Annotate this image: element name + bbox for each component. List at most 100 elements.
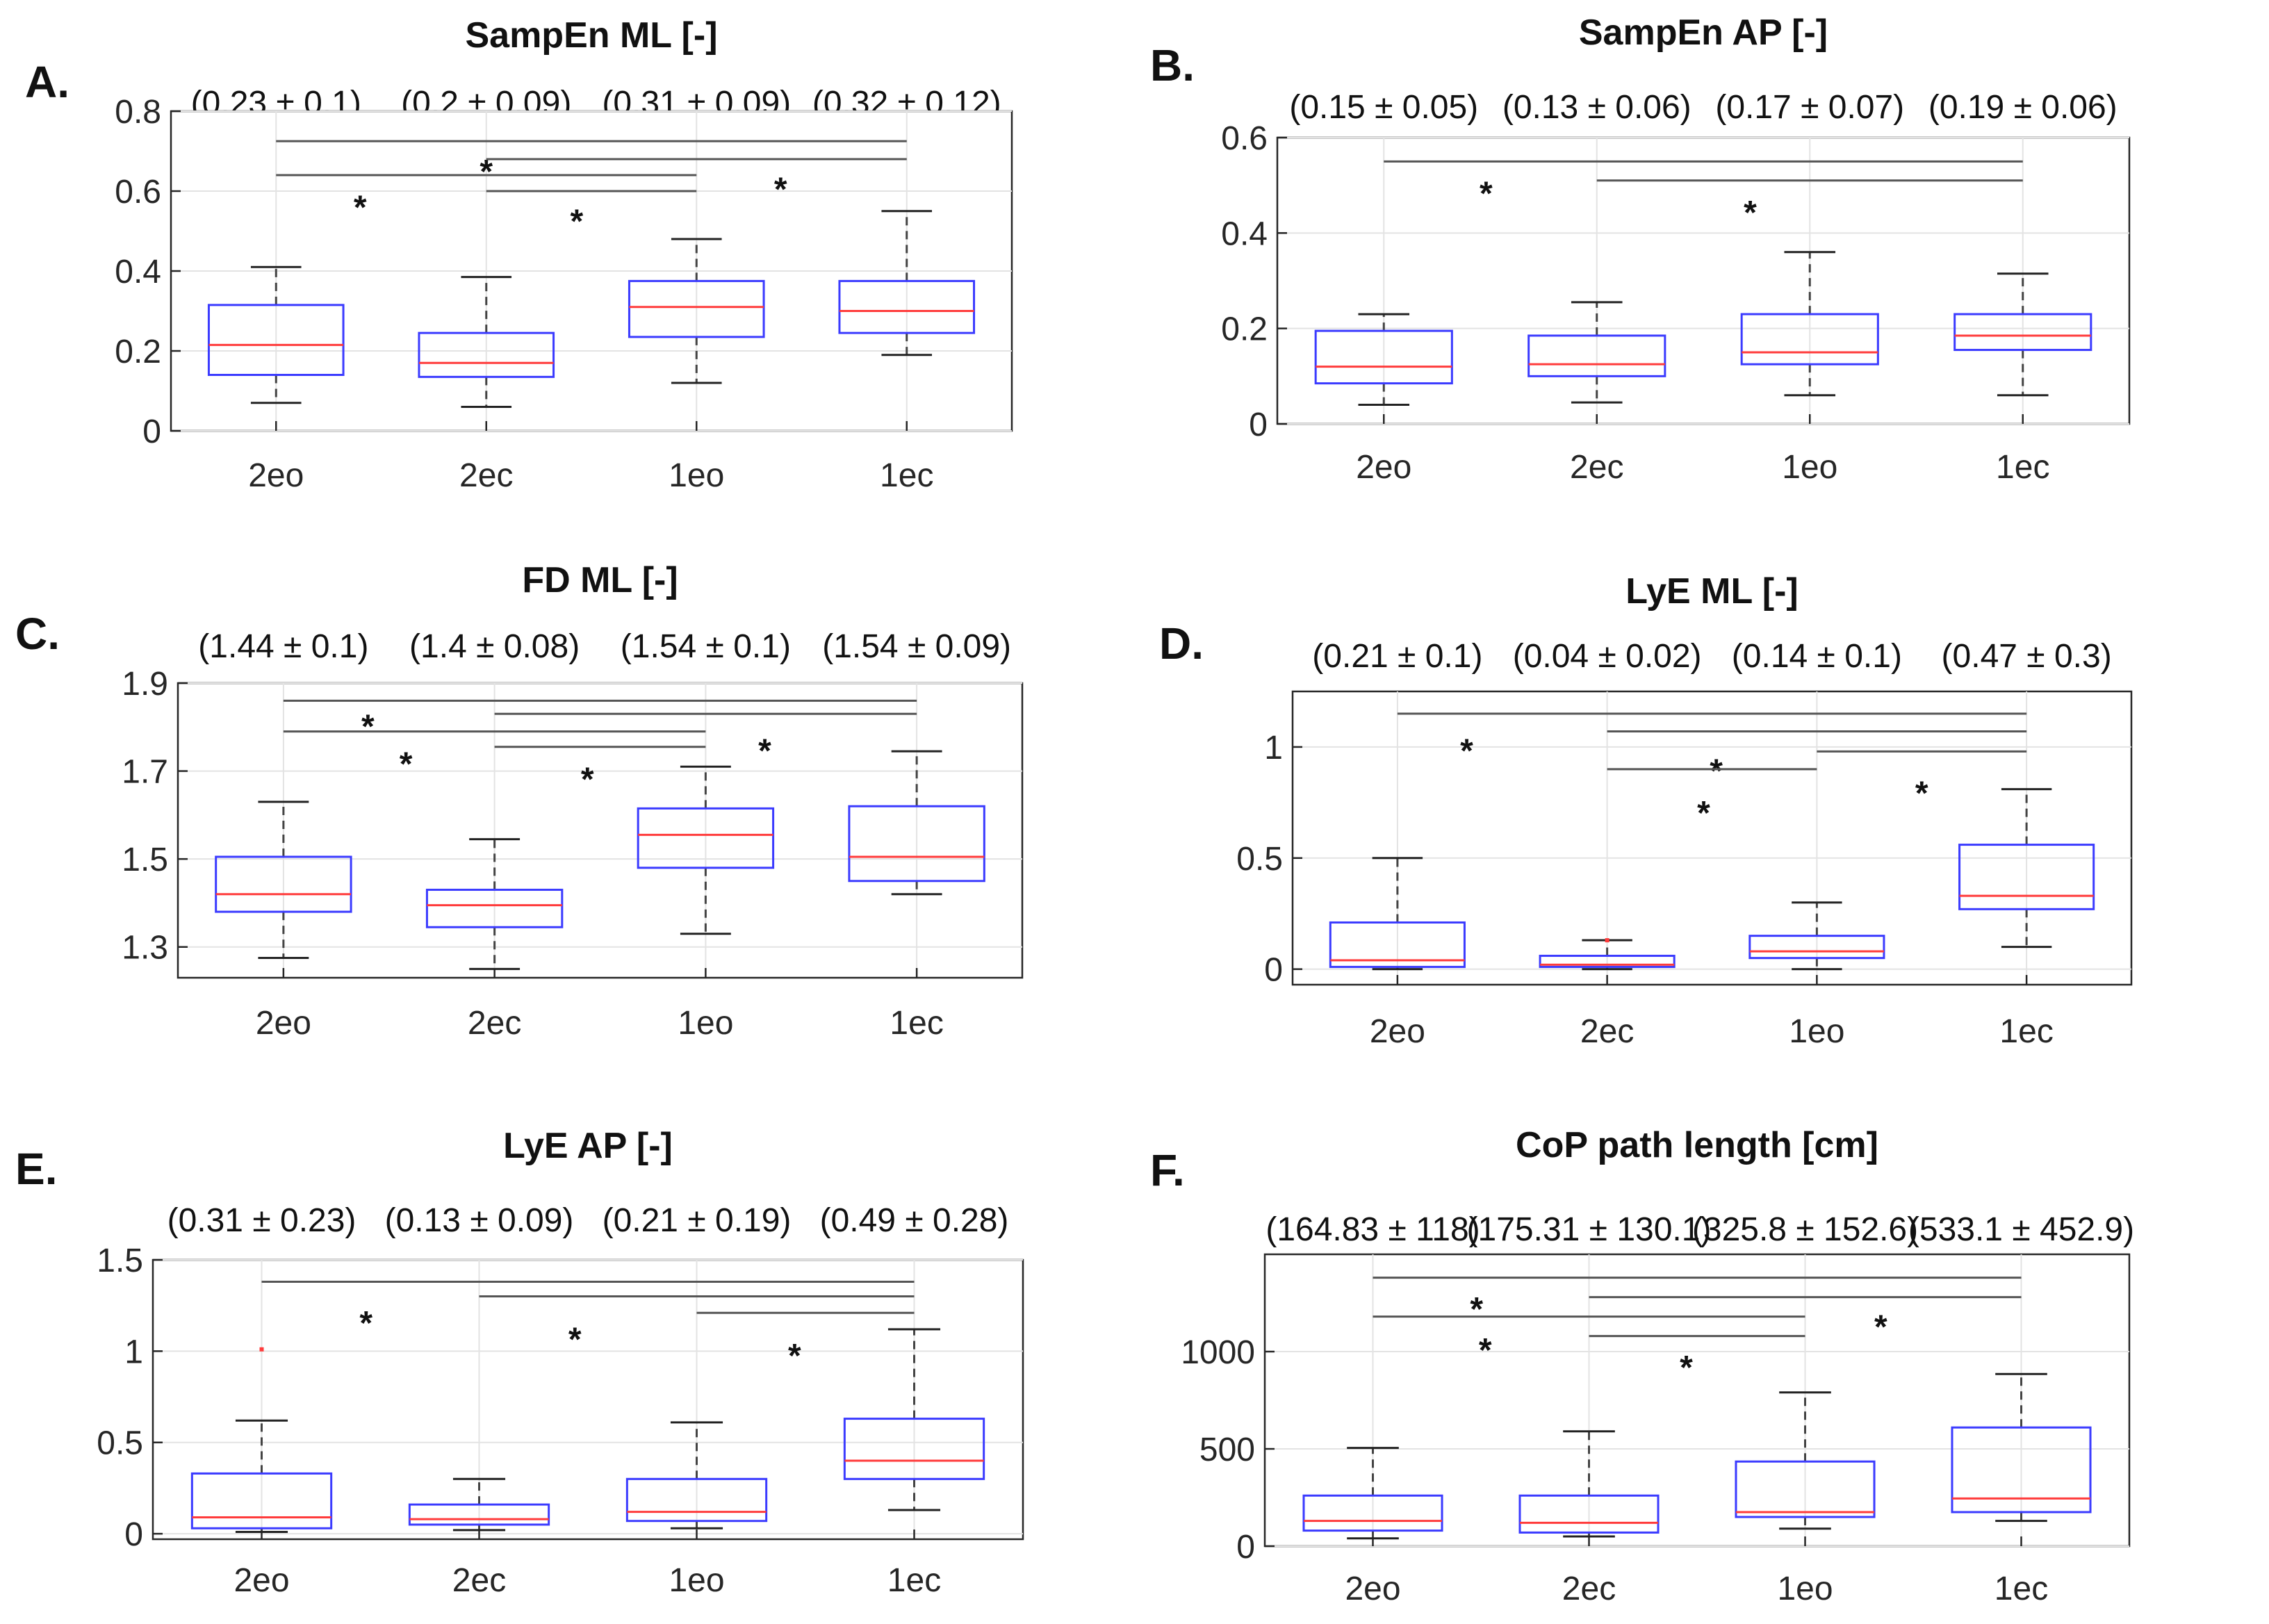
iqr-box [1748,935,1885,960]
significance-star: * [758,732,771,769]
panel-label: D. [1159,618,1204,669]
stat-label: (0.21 ± 0.19) [603,1202,792,1239]
x-tick-label: 2eo [234,1562,289,1599]
box-2eo [215,801,352,960]
box-1ec [848,750,985,896]
stat-label: (0.31 ± 0.23) [167,1202,357,1239]
x-tick-label: 2eo [1370,1013,1425,1050]
y-tick-label: 1.5 [122,842,168,878]
iqr-box [1314,329,1453,385]
box-2ec [1518,1430,1660,1538]
stat-label: (0.14 ± 0.1) [1732,638,1902,675]
y-tick-label: 0.6 [1221,120,1268,157]
significance-star: * [1470,1291,1483,1328]
y-tick-label: 0.2 [115,334,161,370]
significance-star: * [480,154,493,190]
stat-label: (0.19 ± 0.06) [1928,89,2118,126]
panel-title: SampEn ML [-] [465,15,717,56]
x-tick-label: 1ec [890,1005,943,1042]
box-2ec [418,276,555,408]
x-tick-label: 2ec [452,1562,506,1599]
stat-label: (1.4 ± 0.08) [409,628,580,665]
iqr-box [625,1477,768,1523]
x-tick-label: 1ec [880,457,933,494]
iqr-box [1518,1494,1660,1534]
panel-f: F. CoP path length [cm] (164.83 ± 118)(175… [1150,1125,2134,1607]
iqr-box [843,1418,985,1480]
x-tick-label: 1ec [1996,449,2049,486]
y-tick-label: 0.8 [115,94,161,131]
iqr-box [425,888,564,928]
stat-label: (175.31 ± 130.1) [1467,1211,1712,1248]
panel-e: E. LyE AP [-] (0.31 ± 0.23) (0.13 ± 0.09) (0… [15,1126,1024,1599]
y-tick-label: 0 [1264,952,1283,989]
panel-label: C. [15,609,60,659]
box-1eo [628,238,765,384]
box-1ec [1951,1372,2092,1523]
box-1ec [838,210,976,356]
iqr-box [190,1472,333,1529]
panel-d: D. LyE ML [-] (0.21 ± 0.1) (0.04 ± 0.02) (0.… [1159,571,2133,1050]
panel-title: FD ML [-] [522,560,678,600]
axes-box [1291,690,2133,986]
axes-box [1276,136,2131,425]
box-1ec [843,1328,985,1511]
outlier-point [1605,938,1609,943]
iqr-box [215,855,352,913]
panel-label: A. [25,57,69,107]
x-tick-label: 2eo [256,1005,311,1042]
significance-star: * [1744,195,1757,231]
significance-star: * [788,1338,801,1375]
significance-star: * [1874,1309,1887,1345]
x-tick-label: 1eo [669,457,724,494]
y-tick-label: 1 [124,1334,143,1370]
box-1eo [1748,901,1885,971]
iqr-box [848,805,985,883]
y-tick-label: 0 [1236,1529,1255,1566]
iqr-box [628,279,765,338]
significance-star: * [359,1305,372,1342]
box-2eo [1314,313,1453,407]
panel-label: B. [1150,40,1195,90]
iqr-box [408,1503,550,1526]
y-tick-label: 0.4 [1221,215,1268,252]
box-1eo [637,765,775,935]
x-tick-label: 1ec [1994,1570,2048,1607]
box-1eo [625,1421,768,1529]
iqr-box [1329,921,1466,968]
panel-title: LyE AP [-] [503,1126,673,1166]
iqr-box [207,304,345,376]
x-tick-label: 2ec [468,1005,521,1042]
panel-title: CoP path length [cm] [1516,1125,1878,1165]
y-tick-label: 1.5 [97,1242,143,1279]
iqr-box [1953,313,2092,352]
box-1eo [1735,1391,1876,1530]
panel-a: A.SampEn ML [-](0.23 ± 0.1) (0.2 ± 0.09)(… [25,15,1013,494]
x-tick-label: 2ec [1562,1570,1616,1607]
box-1ec [1953,272,2092,397]
iqr-box [637,807,775,869]
stat-label: (0.13 ± 0.09) [385,1202,574,1239]
significance-star: * [581,762,594,798]
stat-label: (0.04 ± 0.02) [1513,638,1702,675]
box-2eo [190,1419,333,1533]
x-tick-label: 1eo [1782,449,1837,486]
y-tick-label: 0.4 [115,254,161,290]
y-tick-label: 1 [1264,730,1283,766]
stat-label: (0.13 ± 0.06) [1502,89,1691,126]
significance-star: * [1480,176,1493,213]
y-tick-label: 0 [1249,407,1268,443]
x-tick-label: 1eo [1777,1570,1833,1607]
x-tick-label: 1eo [669,1562,724,1599]
significance-star: * [1479,1332,1492,1369]
significance-star: * [774,172,787,208]
x-tick-label: 2ec [459,457,513,494]
panel-title: SampEn AP [-] [1579,13,1828,53]
stat-label: (1.54 ± 0.09) [822,628,1011,665]
x-tick-label: 1eo [678,1005,733,1042]
significance-star: * [570,204,583,240]
panel-label: F. [1150,1145,1185,1195]
x-tick-label: 2eo [248,457,304,494]
axes-box [177,682,1024,979]
